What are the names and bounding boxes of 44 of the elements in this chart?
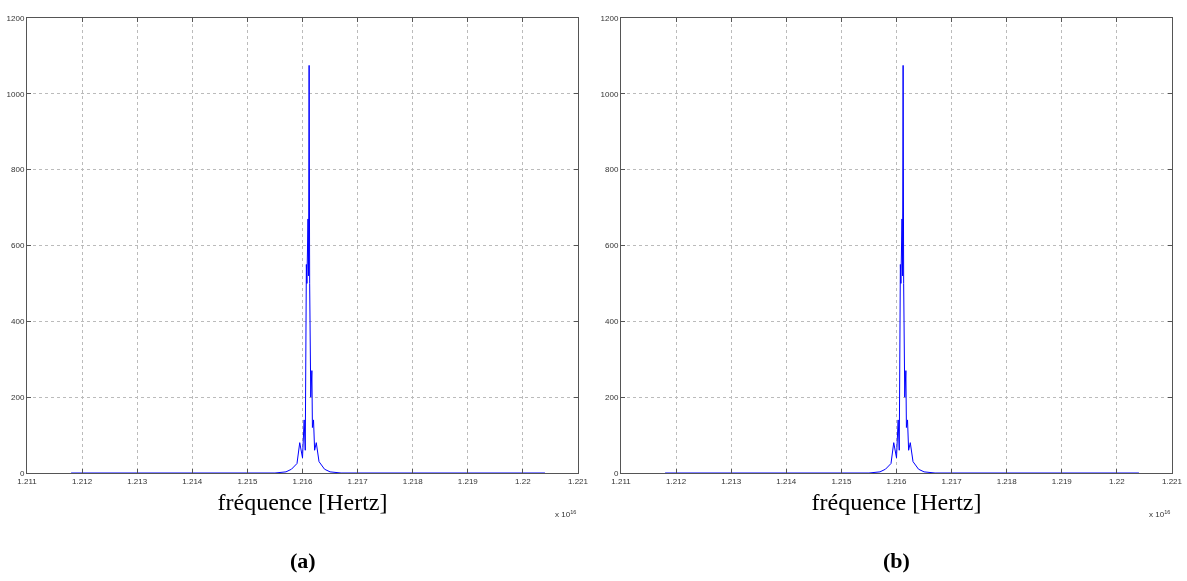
- x-tick-label: 1.211: [17, 476, 38, 486]
- x-tick-label: 1.221: [567, 476, 589, 486]
- x-tick-label: 1.221: [1161, 476, 1183, 486]
- x-tick-label: 1.219: [457, 476, 479, 486]
- text: (a): [290, 548, 316, 573]
- x-tick-label: 1.213: [127, 476, 148, 486]
- y-tick-label: 0: [19, 468, 25, 478]
- x-tick-label: 1.211: [611, 476, 632, 486]
- y-tick-label: 1200: [6, 13, 25, 23]
- x-tick-label: 1.216: [886, 476, 908, 486]
- x-tick-label: 1.22: [1109, 476, 1126, 486]
- text: (b): [883, 548, 910, 573]
- y-tick-label: 1000: [6, 89, 25, 99]
- y-tick-label: 1000: [600, 89, 619, 99]
- text: x 10$^{16}$: [1149, 509, 1171, 520]
- y-tick-label: 200: [605, 392, 619, 402]
- y-tick-label: 800: [605, 165, 619, 175]
- x-tick-label: 1.214: [776, 476, 797, 486]
- x-tick-label: 1.22: [515, 476, 532, 486]
- x-tick-label: 1.216: [292, 476, 314, 486]
- y-tick-label: 400: [605, 317, 619, 327]
- y-tick-label: 600: [11, 241, 25, 251]
- x-tick-label: 1.217: [941, 476, 963, 486]
- x-tick-label: 1.215: [831, 476, 852, 486]
- x-tick-label: 1.218: [402, 476, 424, 486]
- y-tick-label: 400: [11, 317, 25, 327]
- y-tick-label: 1200: [600, 13, 619, 23]
- y-tick-label: 0: [613, 468, 619, 478]
- x-tick-label: 1.212: [72, 476, 93, 486]
- y-tick-label: 200: [11, 392, 25, 402]
- y-tick-label: 600: [605, 241, 619, 251]
- line-series: [70, 64, 546, 473]
- x-tick-label: 1.219: [1051, 476, 1073, 486]
- x-tick-label: 1.214: [182, 476, 203, 486]
- text: x 10$^{16}$: [555, 509, 577, 520]
- x-tick-label: 1.212: [666, 476, 687, 486]
- y-tick-label: 800: [11, 165, 25, 175]
- x-tick-label: 1.215: [237, 476, 258, 486]
- x-axis-title: fréquence [Hertz]: [811, 488, 982, 515]
- x-tick-label: 1.213: [721, 476, 742, 486]
- x-tick-label: 1.217: [347, 476, 369, 486]
- x-tick-label: 1.218: [996, 476, 1018, 486]
- line-series: [664, 64, 1140, 473]
- x-axis-title: fréquence [Hertz]: [217, 488, 388, 515]
